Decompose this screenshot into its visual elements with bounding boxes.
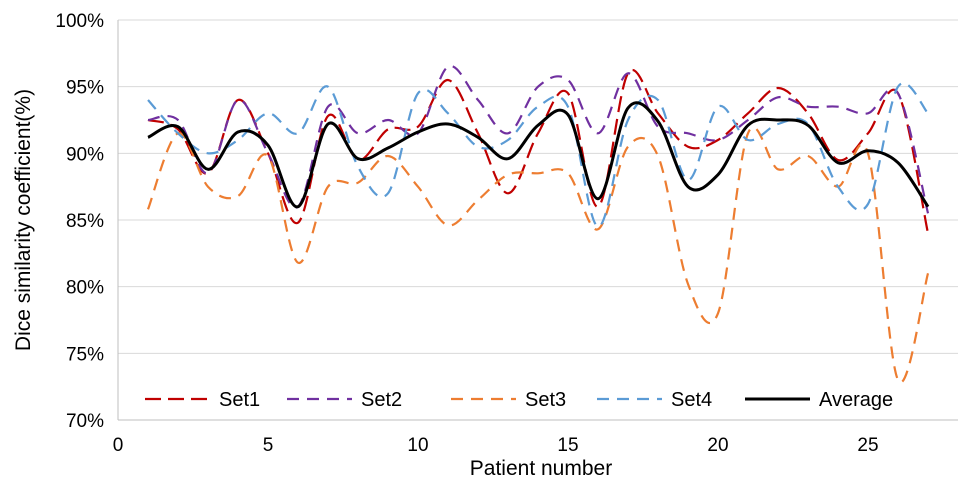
x-axis-title: Patient number — [470, 457, 612, 480]
legend-label-set3: Set3 — [525, 389, 566, 411]
legend-label-set1: Set1 — [219, 389, 260, 411]
y-tick-label: 75% — [66, 344, 104, 365]
y-tick-label: 90% — [66, 144, 104, 165]
y-tick-label: 80% — [66, 278, 104, 299]
x-tick-label: 5 — [263, 435, 274, 456]
y-tick-label: 70% — [66, 411, 104, 432]
x-tick-label: 25 — [857, 435, 878, 456]
axis-layer: 70% 75% 80% 85% 90% 95% 100% 0 5 10 15 20 25 — [55, 11, 958, 456]
x-tick-label: 15 — [557, 435, 578, 456]
legend-label-set2: Set2 — [361, 389, 402, 411]
x-tick-label: 20 — [707, 435, 728, 456]
x-tick-label: 10 — [407, 435, 428, 456]
y-tick-label: 85% — [66, 211, 104, 232]
legend-label-average: Average — [819, 389, 893, 411]
series-line-set1 — [147, 69, 930, 234]
x-tick-label: 0 — [113, 435, 124, 456]
y-tick-label: 95% — [66, 78, 104, 99]
y-axis-title: Dice similarity coefficient(%) — [12, 89, 35, 351]
series-line-average — [147, 101, 930, 209]
legend-label-set4: Set4 — [671, 389, 712, 411]
y-tick-label: 100% — [55, 11, 104, 32]
legend: Set1 Set2 Set3 Set4 Average — [145, 389, 893, 411]
series-layer — [146, 64, 930, 384]
series-line-set3 — [146, 126, 930, 384]
